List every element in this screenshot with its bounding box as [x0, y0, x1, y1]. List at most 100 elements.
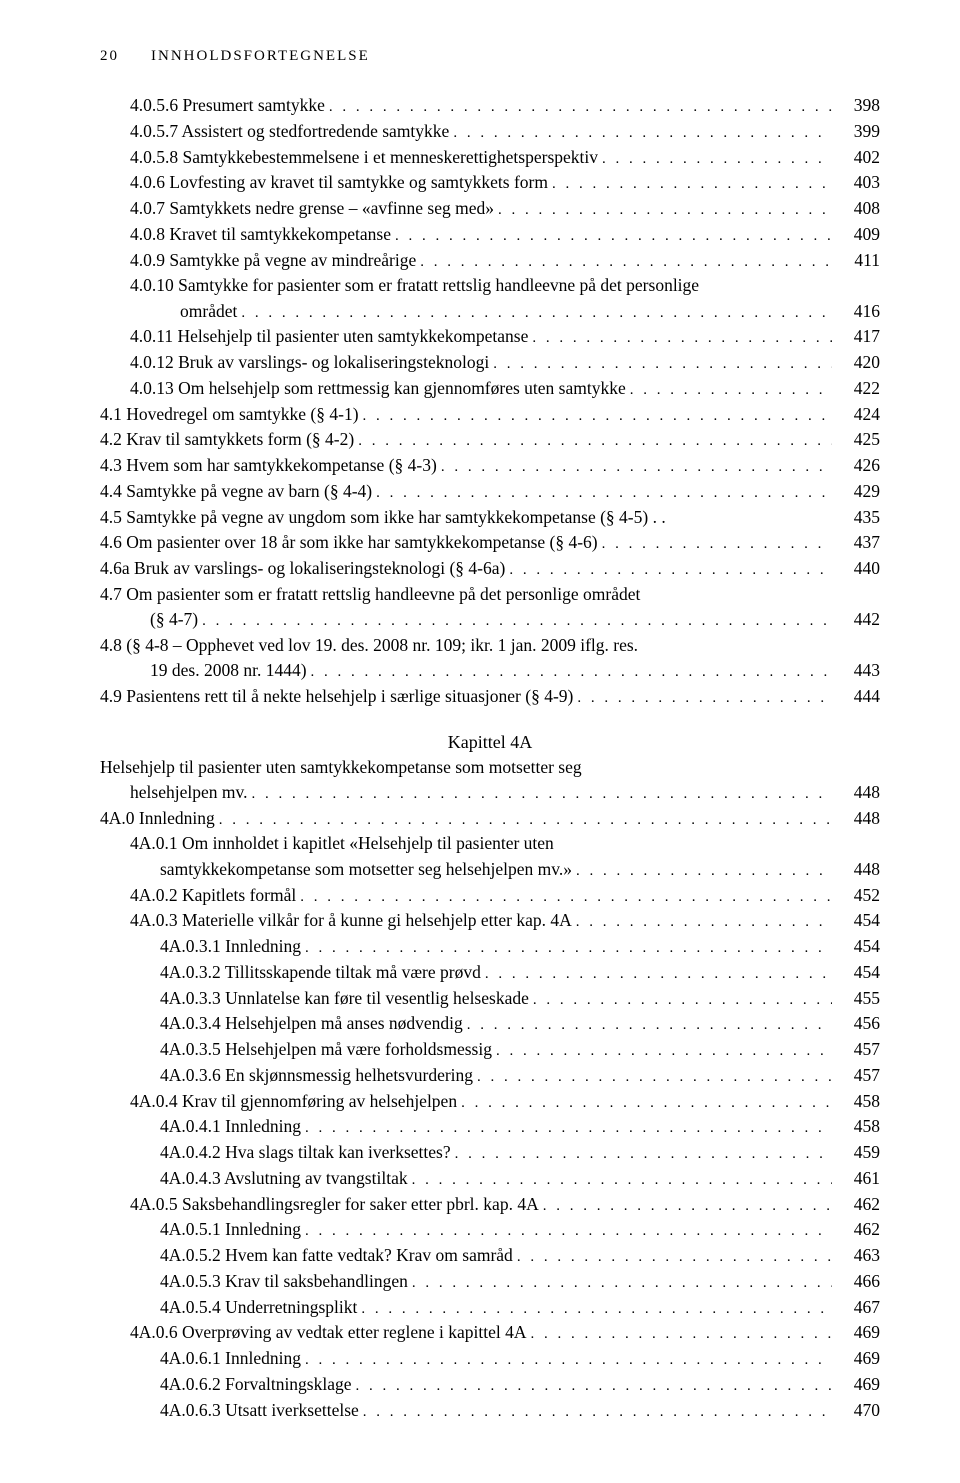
toc-entry: 4.0.10 Samtykke for pasienter som er fra… — [100, 273, 880, 298]
leader-dots — [630, 380, 832, 402]
leader-dots — [305, 1221, 832, 1243]
toc-entry: 4A.0.6 Overprøving av vedtak etter regle… — [100, 1320, 880, 1346]
toc-label: helsehjelpen mv. — [130, 780, 247, 805]
leader-dots — [251, 784, 832, 806]
toc-entry: 4.0.6 Lovfesting av kravet til samtykke … — [100, 170, 880, 196]
toc-entry: 4A.0.6.1 Innledning469 — [100, 1346, 880, 1372]
toc-label: 4.0.12 Bruk av varslings- og lokaliserin… — [130, 350, 489, 375]
toc-entry: 4.4 Samtykke på vegne av barn (§ 4-4)429 — [100, 479, 880, 505]
toc-label: 4.3 Hvem som har samtykkekompetanse (§ 4… — [100, 453, 437, 478]
toc-entry-continuation: 19 des. 2008 nr. 1444) 443 — [100, 658, 880, 684]
toc-label: 4A.0.3.3 Unnlatelse kan føre til vesentl… — [160, 986, 529, 1011]
toc-entry: 4.5 Samtykke på vegne av ungdom som ikke… — [100, 505, 880, 530]
toc-entry-continuation: samtykkekompetanse som motsetter seg hel… — [100, 857, 880, 883]
leader-dots — [202, 611, 832, 633]
toc-entry: 4A.0.3.6 En skjønnsmessig helhetsvurderi… — [100, 1063, 880, 1089]
toc-entry: 4.0.5.8 Samtykkebestemmelsene i et menne… — [100, 145, 880, 171]
toc-entry: 4A.0.5.4 Underretningsplikt467 — [100, 1295, 880, 1321]
leader-dots — [356, 1376, 832, 1398]
toc-label: 4.0.6 Lovfesting av kravet til samtykke … — [130, 170, 548, 195]
toc-page: 448 — [836, 857, 880, 882]
toc-page: 417 — [836, 324, 880, 349]
toc-page: 461 — [836, 1166, 880, 1191]
toc-label: 4.0.8 Kravet til samtykkekompetanse — [130, 222, 391, 247]
toc-label: området — [180, 299, 237, 324]
toc-entry: 4.2 Krav til samtykkets form (§ 4-2)425 — [100, 427, 880, 453]
toc-label: 4A.0.3.6 En skjønnsmessig helhetsvurderi… — [160, 1063, 473, 1088]
leader-dots — [498, 200, 832, 222]
toc-page: 398 — [836, 93, 880, 118]
toc-label: 4A.0.3.1 Innledning — [160, 934, 301, 959]
leader-dots — [412, 1170, 832, 1192]
toc-page: 416 — [836, 299, 880, 324]
toc-label: 4.6a Bruk av varslings- og lokaliserings… — [100, 556, 505, 581]
leader-dots — [496, 1041, 832, 1063]
toc-page: 411 — [836, 248, 880, 273]
leader-dots — [543, 1196, 832, 1218]
toc-block: 4A.0 Innledning448 — [100, 806, 880, 832]
toc-page: 469 — [836, 1346, 880, 1371]
toc-page: 402 — [836, 145, 880, 170]
toc-label: 4A.0.3 Materielle vilkår for å kunne gi … — [130, 908, 572, 933]
toc-entry-continuation: helsehjelpen mv. 448 — [100, 780, 880, 806]
toc-label: 4A.0.3.2 Tillitsskapende tiltak må være … — [160, 960, 481, 985]
toc-label: 4A.0.5.3 Krav til saksbehandlingen — [160, 1269, 408, 1294]
leader-dots — [517, 1247, 832, 1269]
toc-entry: 4A.0.2 Kapitlets formål452 — [100, 883, 880, 909]
toc-label: 4A.0.5 Saksbehandlingsregler for saker e… — [130, 1192, 539, 1217]
toc-label: 4A.0.5.2 Hvem kan fatte vedtak? Krav om … — [160, 1243, 513, 1268]
leader-dots — [305, 1350, 832, 1372]
toc-entry: 4A.0.1 Om innholdet i kapitlet «Helsehje… — [100, 831, 880, 856]
chapter-heading: Kapittel 4A — [100, 732, 880, 753]
page-number: 20 — [100, 48, 119, 65]
toc-entry: 4A.0.4 Krav til gjennomføring av helsehj… — [100, 1089, 880, 1115]
toc-page: 458 — [836, 1089, 880, 1114]
toc-entry: 4A.0.4.3 Avslutning av tvangstiltak461 — [100, 1166, 880, 1192]
toc-label: samtykkekompetanse som motsetter seg hel… — [160, 857, 572, 882]
toc-entry: 4A.0.3.2 Tillitsskapende tiltak må være … — [100, 960, 880, 986]
toc-label: 4.0.5.8 Samtykkebestemmelsene i et menne… — [130, 145, 598, 170]
toc-page: 408 — [836, 196, 880, 221]
toc-entry: 4.0.9 Samtykke på vegne av mindreårige41… — [100, 248, 880, 274]
page-container: 20 INNHOLDSFORTEGNELSE 4.0.5.6 Presumert… — [0, 0, 960, 1483]
leader-dots — [241, 303, 832, 325]
leader-dots — [412, 1273, 832, 1295]
toc-page: 420 — [836, 350, 880, 375]
toc-entry: 4A.0.5.1 Innledning462 — [100, 1217, 880, 1243]
toc-page: 444 — [836, 684, 880, 709]
toc-label: 19 des. 2008 nr. 1444) — [150, 658, 307, 683]
toc-entry: 4A.0.5.2 Hvem kan fatte vedtak? Krav om … — [100, 1243, 880, 1269]
toc-entry: 4.1 Hovedregel om samtykke (§ 4-1)424 — [100, 402, 880, 428]
toc-label: 4.4 Samtykke på vegne av barn (§ 4-4) — [100, 479, 372, 504]
leader-dots — [358, 431, 832, 453]
toc-page: 448 — [836, 806, 880, 831]
toc-block: 4.9 Pasientens rett til å nekte helsehje… — [100, 684, 880, 710]
toc-page: 467 — [836, 1295, 880, 1320]
toc-entry: 4A.0 Innledning448 — [100, 806, 880, 832]
toc-entry: 4.0.12 Bruk av varslings- og lokaliserin… — [100, 350, 880, 376]
leader-dots — [363, 406, 832, 428]
leader-dots — [577, 688, 832, 710]
toc-entry-continuation: (§ 4-7) 442 — [100, 607, 880, 633]
running-header: 20 INNHOLDSFORTEGNELSE — [100, 48, 880, 65]
toc-entry: 4.6a Bruk av varslings- og lokaliserings… — [100, 556, 880, 582]
toc-entry: 4A.0.4.2 Hva slags tiltak kan iverksette… — [100, 1140, 880, 1166]
toc-page: 456 — [836, 1011, 880, 1036]
toc-label: 4.0.7 Samtykkets nedre grense – «avfinne… — [130, 196, 494, 221]
leader-dots — [305, 1118, 832, 1140]
toc-page: 469 — [836, 1372, 880, 1397]
toc-label: 4A.0.2 Kapitlets formål — [130, 883, 296, 908]
toc-entry: 4A.0.6.3 Utsatt iverksettelse470 — [100, 1398, 880, 1424]
toc-label: 4.1 Hovedregel om samtykke (§ 4-1) — [100, 402, 359, 427]
leader-dots — [395, 226, 832, 248]
toc-block: 4A.0.2 Kapitlets formål4524A.0.3 Materie… — [100, 883, 880, 1424]
toc-entry: 4.0.13 Om helsehjelp som rettmessig kan … — [100, 376, 880, 402]
leader-dots — [485, 964, 832, 986]
toc-entry: 4.7 Om pasienter som er fratatt rettslig… — [100, 582, 880, 607]
toc-page: 435 — [836, 505, 880, 530]
toc-label: 4A.0.1 Om innholdet i kapitlet «Helsehje… — [130, 831, 554, 856]
leader-dots — [420, 252, 832, 274]
leader-dots — [461, 1093, 832, 1115]
toc-label: 4.2 Krav til samtykkets form (§ 4-2) — [100, 427, 354, 452]
toc-entry: 4.0.7 Samtykkets nedre grense – «avfinne… — [100, 196, 880, 222]
